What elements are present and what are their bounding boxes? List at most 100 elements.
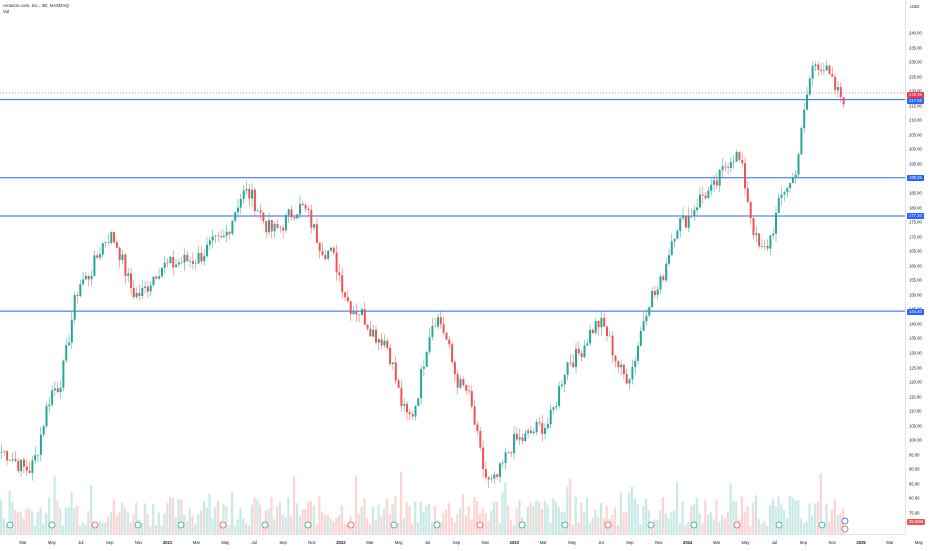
volume-bar (135, 502, 138, 534)
candle-body (51, 390, 54, 405)
earnings-marker (518, 521, 526, 529)
volume-bar (208, 493, 211, 534)
volume-bar (636, 504, 639, 534)
candle-body (87, 276, 90, 280)
volume-bar (228, 525, 231, 534)
volume-bar (273, 519, 276, 534)
volume-bar (591, 517, 594, 534)
volume-bar (214, 507, 217, 534)
level-tag-2: 190.25 (907, 175, 924, 181)
candle-body (127, 273, 130, 276)
volume-bar (498, 523, 501, 534)
volume-bar (445, 509, 448, 534)
price-axis[interactable]: USD 240.00 235.00 230.00 225.00 220.00 215.00… (905, 0, 932, 534)
volume-bar (433, 505, 436, 534)
volume-bar (625, 511, 628, 534)
candle-body (65, 345, 68, 361)
volume-bar (678, 523, 681, 534)
candle-body (465, 385, 468, 391)
candle-body (192, 261, 194, 264)
volume-bar (154, 525, 158, 534)
volume-bar (492, 502, 496, 534)
volume-bar (188, 508, 191, 534)
time-tick-label: Nov (481, 540, 490, 545)
candle-body (794, 174, 797, 178)
candle-body (482, 447, 485, 469)
volume-bar (754, 495, 758, 534)
candle-body (315, 224, 318, 243)
volume-bar (580, 502, 583, 534)
candle-body (28, 470, 31, 473)
candle-body (366, 324, 369, 329)
candle-body (279, 227, 282, 229)
candle-body (203, 256, 206, 262)
volume-bar (769, 505, 772, 534)
volume-bar (357, 513, 360, 534)
candle-body (287, 209, 290, 216)
price-tick-label: 210.00 (909, 117, 922, 123)
candle-body (772, 233, 775, 236)
volume-bar (549, 523, 552, 534)
candle-body (90, 276, 93, 280)
candle-body (59, 387, 62, 393)
volume-bar (31, 511, 34, 534)
earnings-marker (561, 521, 569, 529)
volume-bar (259, 504, 262, 534)
candle-body (341, 275, 344, 293)
volume-bar (535, 500, 538, 534)
volume-bar (681, 501, 684, 534)
candle-body (583, 345, 586, 357)
candle-body (473, 406, 476, 425)
volume-bar (802, 522, 805, 534)
volume-bar (329, 518, 332, 534)
candle-body (558, 386, 561, 407)
earnings-marker (433, 521, 441, 529)
candle-body (183, 254, 186, 263)
candle-body (704, 195, 707, 199)
volume-bar (442, 513, 445, 534)
volume-bar (783, 509, 786, 534)
candle-body (310, 210, 313, 228)
time-axis[interactable]: Mar May Jul Sep Nov 2021 Mar May Jul Sep Nov 2022 Ma… (0, 534, 923, 551)
level-tag-3: 177.10 (907, 213, 924, 219)
volume-bar (126, 512, 129, 534)
candle-body (451, 344, 454, 363)
candle-body (696, 207, 699, 211)
candle-body (811, 66, 814, 79)
volume-bar (185, 520, 189, 534)
time-tick-label: May (914, 540, 923, 545)
chart-area[interactable]: Amazon.com, Inc., 3D, NASDAQ Vol (0, 0, 905, 534)
symbol-title[interactable]: Amazon.com, Inc., 3D, NASDAQ (3, 3, 69, 8)
volume-bar (799, 518, 803, 534)
volume-bar (569, 479, 572, 534)
volume-bar (470, 519, 473, 534)
earnings-marker (647, 521, 655, 529)
candle-body (572, 362, 575, 367)
volume-bar (588, 523, 591, 534)
candle-body (324, 255, 327, 259)
volume-bar (791, 497, 794, 534)
volume-bar (839, 513, 842, 534)
volume-bar (481, 508, 484, 534)
volume-label[interactable]: Vol (3, 9, 10, 14)
volume-bar (819, 473, 822, 534)
candle-body (501, 462, 504, 464)
volume-bar (439, 522, 442, 534)
candle-body (237, 207, 239, 213)
volume-bar (794, 500, 797, 534)
price-chart[interactable] (0, 0, 905, 534)
candle-body (121, 254, 124, 261)
candle-body (428, 337, 431, 352)
candle-body (37, 454, 39, 456)
volume-bar (318, 496, 321, 534)
candle-body (741, 159, 744, 164)
price-tick-label: 185.00 (909, 190, 922, 196)
volume-bar (250, 504, 253, 534)
volume-bar (121, 502, 124, 534)
volume-bar (763, 521, 766, 534)
candle-body (532, 431, 535, 434)
volume-bar (645, 498, 648, 534)
volume-bar (123, 507, 127, 534)
volume-bar (33, 526, 36, 534)
candle-body (732, 161, 735, 163)
